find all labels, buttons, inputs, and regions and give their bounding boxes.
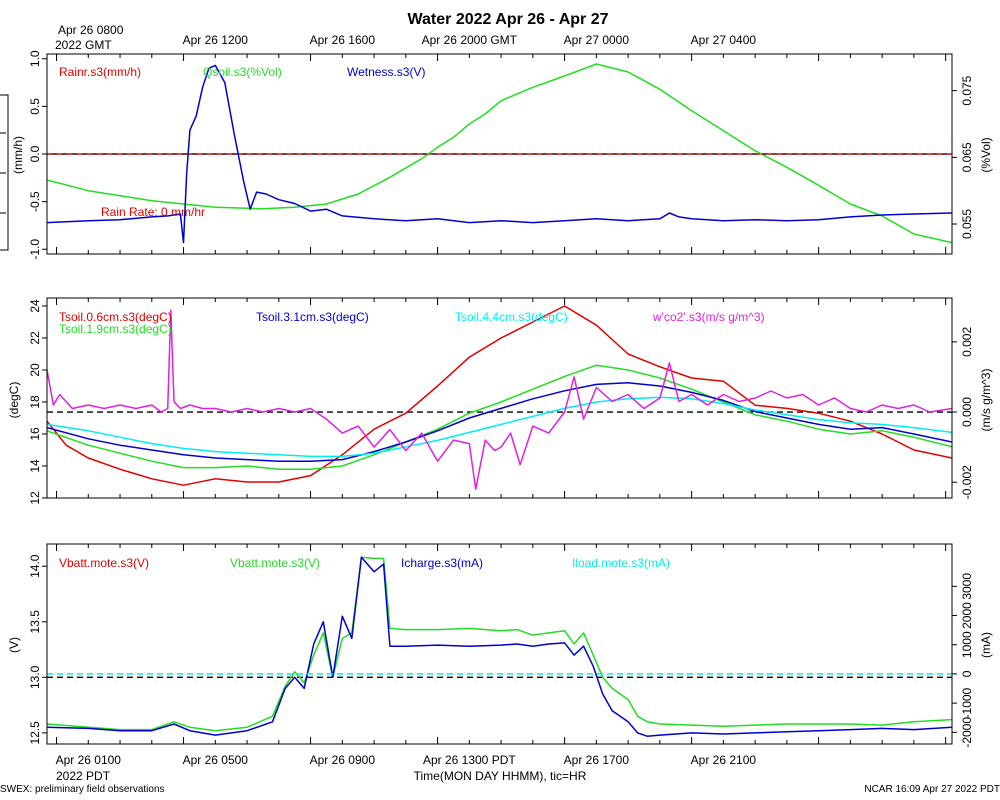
- legend-rainr: Rainr.s3(mm/h): [59, 65, 141, 79]
- right-y-tick-label: 0.075: [960, 75, 974, 105]
- panel-battery-right-axis-label: (mA): [979, 632, 993, 658]
- series-line-0-1: [47, 63, 952, 244]
- gmt-tick-labels: Apr 26 1200 Apr 26 1600 Apr 26 2000 GMT Apr…: [183, 33, 757, 47]
- footer-left: SWEX: preliminary field observations: [0, 784, 165, 795]
- panel-soil-temperature: 24 22 20 18 16 14 12 0.002 0.000 -0.002 Tsoil.0.6…: [7, 297, 993, 505]
- panel-battery-left-axis-label: (V): [7, 637, 21, 653]
- pdt-tick-label: Apr 26 1300 PDT: [423, 753, 516, 767]
- gmt-first-label-line1: Apr 26 0800: [58, 23, 124, 37]
- series-line-1-4: [47, 309, 952, 490]
- series-line-1-3: [47, 396, 952, 458]
- right-y-tick-label: -1000: [960, 687, 974, 718]
- left-y-tick-label: 13.0: [28, 665, 42, 689]
- legend-iload: Iload.mote.s3(mA): [572, 556, 670, 570]
- right-y-tick-label: 1000: [960, 631, 974, 658]
- left-y-tick-label: 13.5: [28, 610, 42, 634]
- x-axis-label: Time(MON DAY HHMM), tic=HR: [414, 769, 587, 783]
- figure-title: Water 2022 Apr 26 - Apr 27: [408, 11, 609, 28]
- pdt-tick-label: Apr 26 0500: [183, 753, 249, 767]
- left-y-tick-label: 20: [28, 363, 42, 377]
- series-line-1-1: [47, 364, 952, 470]
- gmt-first-label-line2: 2022 GMT: [55, 38, 112, 52]
- pdt-tick-label: Apr 26 0100: [56, 753, 122, 767]
- panel-soil-left-axis-label: (degC): [7, 382, 21, 419]
- right-y-tick-label: -2000: [960, 717, 974, 748]
- panel-battery-frame: [46, 543, 953, 745]
- left-y-tick-label: 12.5: [28, 721, 42, 745]
- legend-tsoil-3-1: Tsoil.3.1cm.s3(degC): [256, 310, 369, 324]
- left-y-tick-label: 16: [28, 427, 42, 441]
- left-y-tick-label: 14: [28, 459, 42, 473]
- left-y-tick-label: 0.0: [28, 145, 42, 162]
- pdt-year-label: 2022 PDT: [56, 769, 111, 783]
- series-line-2-2: [47, 556, 952, 737]
- pdt-tick-label: Apr 26 1700: [564, 753, 630, 767]
- panel-water-left-axis-label: (mm/h): [11, 136, 25, 174]
- legend-wetness: Wetness.s3(V): [347, 65, 425, 79]
- right-y-tick-label: 0.000: [960, 397, 974, 427]
- left-y-tick-label: 12: [28, 491, 42, 505]
- left-y-tick-label: 22: [28, 331, 42, 345]
- right-y-tick-label: 0.055: [960, 209, 974, 239]
- right-y-tick-label: 3000: [960, 573, 974, 600]
- legend-vbatt-red: Vbatt.mote.s3(V): [59, 556, 149, 570]
- legend-tsoil-0-6: Tsoil.0.6cm.s3(degC): [59, 310, 172, 324]
- left-y-tick-label: -1.0: [28, 239, 42, 260]
- left-y-tick-label: 0.5: [28, 98, 42, 115]
- right-y-tick-label: 0.065: [960, 142, 974, 172]
- panel-battery: 14.013.513.012.53000200010000-1000-2000 …: [7, 543, 993, 748]
- gmt-tick-label: Apr 26 1600: [310, 33, 376, 47]
- series-line-2-1: [47, 556, 952, 732]
- legend-wco2: w'co2'.s3(m/s g/m^3): [652, 310, 765, 324]
- left-y-tick-label: 1.0: [28, 50, 42, 67]
- right-y-tick-label: 2000: [960, 602, 974, 629]
- clipped-legend-box: [0, 94, 9, 251]
- right-y-tick-label: 0.002: [960, 327, 974, 357]
- panel-water: 1.0 0.5 0.0 -0.5 -1.0 0.075 0.065 0.055 Rainr.s…: [11, 50, 993, 259]
- legend-vbatt-green: Vbatt.mote.s3(V): [230, 556, 320, 570]
- pdt-tick-label: Apr 26 2100: [691, 753, 757, 767]
- series-line-0-2: [47, 64, 952, 244]
- left-y-tick-label: 24: [28, 299, 42, 313]
- pdt-tick-label: Apr 26 0900: [310, 753, 376, 767]
- gmt-tick-label: Apr 26 2000 GMT: [422, 33, 518, 47]
- right-y-tick-label: 0: [960, 670, 974, 677]
- panel-water-right-axis-label: (%Vol): [979, 137, 993, 172]
- left-y-tick-label: 18: [28, 395, 42, 409]
- legend-tsoil-4-4: Tsoil.4.4cm.s3(degC): [455, 310, 568, 324]
- pdt-tick-labels: Apr 26 0100 Apr 26 0500 Apr 26 0900 Apr 26 …: [56, 753, 757, 767]
- panel-soil-right-axis-label: (m/s g/m^3): [979, 369, 993, 432]
- rain-rate-annotation: Rain Rate: 0 mm/hr: [101, 205, 205, 219]
- series-line-1-0: [47, 305, 952, 486]
- legend-tsoil-1-9: Tsoil.1.9cm.s3(degC): [59, 322, 172, 336]
- left-y-tick-label: 14.0: [28, 554, 42, 578]
- right-y-tick-label: -0.002: [960, 465, 974, 499]
- gmt-tick-label: Apr 26 1200: [183, 33, 249, 47]
- gmt-tick-label: Apr 27 0400: [691, 33, 757, 47]
- series-line-1-2: [47, 382, 952, 462]
- footer-right: NCAR 16:09 Apr 27 2022 PDT: [864, 784, 1000, 795]
- legend-icharge: Icharge.s3(mA): [401, 556, 483, 570]
- left-y-tick-label: -0.5: [28, 191, 42, 212]
- gmt-tick-label: Apr 27 0000: [564, 33, 630, 47]
- panel-soil-frame: [46, 297, 953, 499]
- legend-qsoil: Qsoil.s3(%Vol): [203, 65, 282, 79]
